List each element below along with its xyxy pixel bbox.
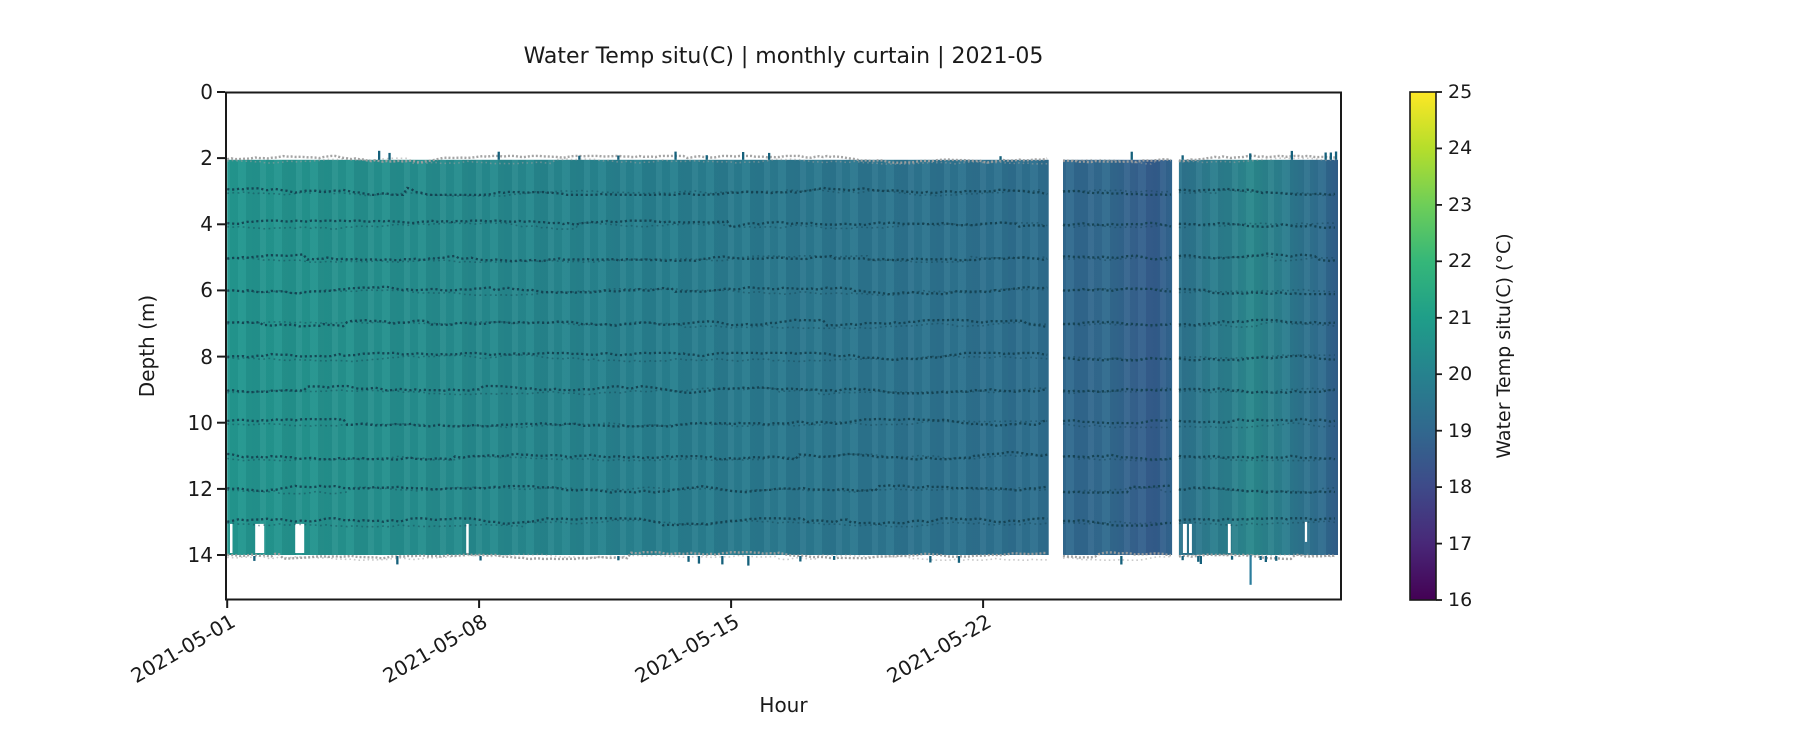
colorbar-tick-label: 19 bbox=[1448, 419, 1473, 442]
colorbar-tick-label: 16 bbox=[1448, 589, 1473, 611]
y-tick-label: 2 bbox=[200, 146, 213, 171]
colorbar-tick-label: 22 bbox=[1448, 250, 1473, 273]
colorbar-tick-label: 21 bbox=[1448, 306, 1473, 329]
colorbar-tick-label: 24 bbox=[1448, 137, 1473, 160]
y-tick-label: 0 bbox=[200, 80, 213, 104]
colorbar-tick-label: 17 bbox=[1448, 532, 1473, 555]
colorbar-label: Water Temp situ(C) (°C) bbox=[1493, 233, 1515, 459]
chart-title: Water Temp situ(C) | monthly curtain | 2… bbox=[523, 44, 1044, 69]
colorbar-tick-label: 18 bbox=[1448, 476, 1473, 499]
colorbar-tick-label: 25 bbox=[1448, 81, 1473, 103]
colorbar-tick-label: 20 bbox=[1448, 363, 1473, 386]
y-tick-label: 14 bbox=[187, 543, 213, 568]
x-axis-label: Hour bbox=[759, 693, 808, 717]
y-tick-label: 8 bbox=[200, 344, 213, 369]
y-tick-label: 6 bbox=[200, 278, 213, 303]
y-tick-label: 12 bbox=[187, 476, 213, 501]
y-tick-label: 4 bbox=[200, 212, 213, 237]
colorbar-tick-label: 23 bbox=[1448, 193, 1473, 216]
y-tick-label: 10 bbox=[187, 410, 213, 435]
